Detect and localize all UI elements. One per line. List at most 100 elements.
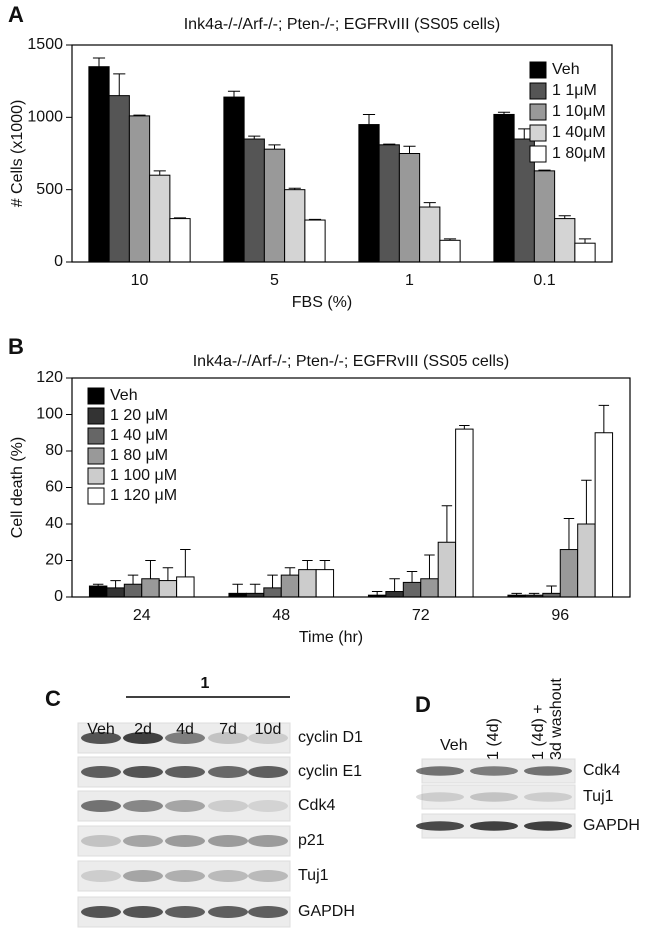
y-tick-label: 1000 bbox=[27, 109, 63, 126]
blot-band bbox=[81, 870, 121, 882]
legend-label: Veh bbox=[110, 387, 138, 404]
error-bar bbox=[288, 187, 301, 190]
row-label: Tuj1 bbox=[298, 867, 329, 884]
error-bar bbox=[302, 560, 313, 570]
plot-frame bbox=[71, 44, 613, 263]
legend-swatch bbox=[529, 82, 547, 100]
bar bbox=[263, 587, 282, 598]
bar bbox=[108, 95, 130, 263]
legend-label: Veh bbox=[552, 61, 580, 78]
blot-band bbox=[123, 732, 163, 744]
y-tick-label: 100 bbox=[36, 406, 63, 423]
legend-label: 1 120 μM bbox=[110, 487, 177, 504]
x-tick-label: 1 bbox=[405, 272, 414, 289]
error-bar bbox=[518, 128, 531, 140]
panel-label: B bbox=[8, 334, 24, 359]
error-bar bbox=[232, 583, 243, 594]
error-bar bbox=[319, 560, 331, 570]
blot-band bbox=[123, 835, 163, 847]
legend-label: 1 1μM bbox=[552, 82, 597, 99]
legend-swatch bbox=[87, 427, 105, 445]
error-bar bbox=[308, 218, 322, 221]
legend-swatch bbox=[87, 407, 105, 425]
blot-band bbox=[470, 821, 518, 831]
blot-band bbox=[470, 792, 518, 802]
legend-swatch bbox=[87, 387, 105, 405]
bar bbox=[455, 428, 474, 598]
bar bbox=[398, 153, 421, 263]
legend-swatch bbox=[529, 61, 547, 79]
error-bar bbox=[546, 585, 557, 594]
row-label: p21 bbox=[298, 832, 325, 849]
y-tick-label: 500 bbox=[36, 181, 63, 198]
column-label: Veh bbox=[440, 737, 468, 754]
x-tick-label: 10 bbox=[131, 272, 149, 289]
error-bar bbox=[598, 404, 610, 433]
bar bbox=[594, 432, 614, 598]
column-label: 2d bbox=[134, 721, 152, 738]
error-bar bbox=[581, 479, 592, 524]
blot-band bbox=[248, 906, 288, 918]
legend-label: 1 80μM bbox=[552, 145, 606, 162]
x-axis-label: Time (hr) bbox=[299, 629, 363, 646]
error-bar bbox=[227, 90, 241, 98]
column-label: 4d bbox=[176, 721, 194, 738]
blot-band bbox=[524, 766, 572, 776]
error-bar bbox=[110, 580, 121, 588]
column-label: 10d bbox=[255, 721, 282, 738]
blot-band bbox=[81, 732, 121, 744]
x-tick-label: 72 bbox=[412, 607, 430, 624]
bar bbox=[385, 591, 404, 598]
blot-band bbox=[165, 870, 205, 882]
y-tick-label: 1500 bbox=[27, 36, 63, 53]
y-tick-label: 0 bbox=[54, 588, 63, 605]
error-bar bbox=[113, 73, 126, 96]
bar bbox=[419, 206, 441, 263]
error-bar bbox=[267, 574, 278, 588]
bar bbox=[402, 581, 422, 598]
error-bar bbox=[162, 567, 174, 581]
blot-strip bbox=[77, 825, 291, 857]
blot-band bbox=[416, 792, 464, 802]
legend-label: 1 40μM bbox=[552, 124, 606, 141]
error-bar bbox=[441, 505, 453, 543]
error-bar bbox=[249, 583, 261, 594]
error-bar bbox=[362, 113, 376, 125]
blot-band bbox=[123, 870, 163, 882]
error-bar bbox=[133, 114, 146, 116]
bar bbox=[493, 113, 515, 263]
bar bbox=[437, 541, 457, 598]
blot-band bbox=[470, 766, 518, 776]
blot-band bbox=[165, 835, 205, 847]
blot-band bbox=[123, 906, 163, 918]
bar bbox=[574, 242, 596, 263]
blot-band bbox=[248, 870, 288, 882]
y-tick-label: 0 bbox=[54, 253, 63, 270]
group-label: 1 bbox=[201, 675, 210, 692]
blot-band bbox=[208, 906, 248, 918]
legend-swatch bbox=[87, 487, 105, 505]
bar bbox=[533, 170, 556, 263]
bar bbox=[559, 549, 579, 598]
error-bar bbox=[145, 560, 156, 579]
x-tick-label: 5 bbox=[270, 272, 279, 289]
blot-band bbox=[123, 800, 163, 812]
y-tick-label: 20 bbox=[45, 552, 63, 569]
y-tick-label: 80 bbox=[45, 442, 63, 459]
blot-band bbox=[416, 821, 464, 831]
y-axis-label: # Cells (x1000) bbox=[9, 100, 26, 208]
error-bar bbox=[248, 135, 261, 140]
blot-band bbox=[208, 870, 248, 882]
row-label: GAPDH bbox=[298, 903, 355, 920]
x-axis-label: FBS (%) bbox=[292, 294, 352, 311]
blot-band bbox=[81, 835, 121, 847]
error-bar bbox=[558, 215, 571, 219]
error-bar bbox=[538, 169, 551, 171]
bar bbox=[284, 189, 306, 263]
bar bbox=[577, 523, 596, 598]
column-label: 7d bbox=[219, 721, 237, 738]
bar bbox=[439, 239, 461, 263]
bar bbox=[298, 569, 317, 598]
row-label: GAPDH bbox=[583, 817, 640, 834]
blot-band bbox=[208, 766, 248, 778]
